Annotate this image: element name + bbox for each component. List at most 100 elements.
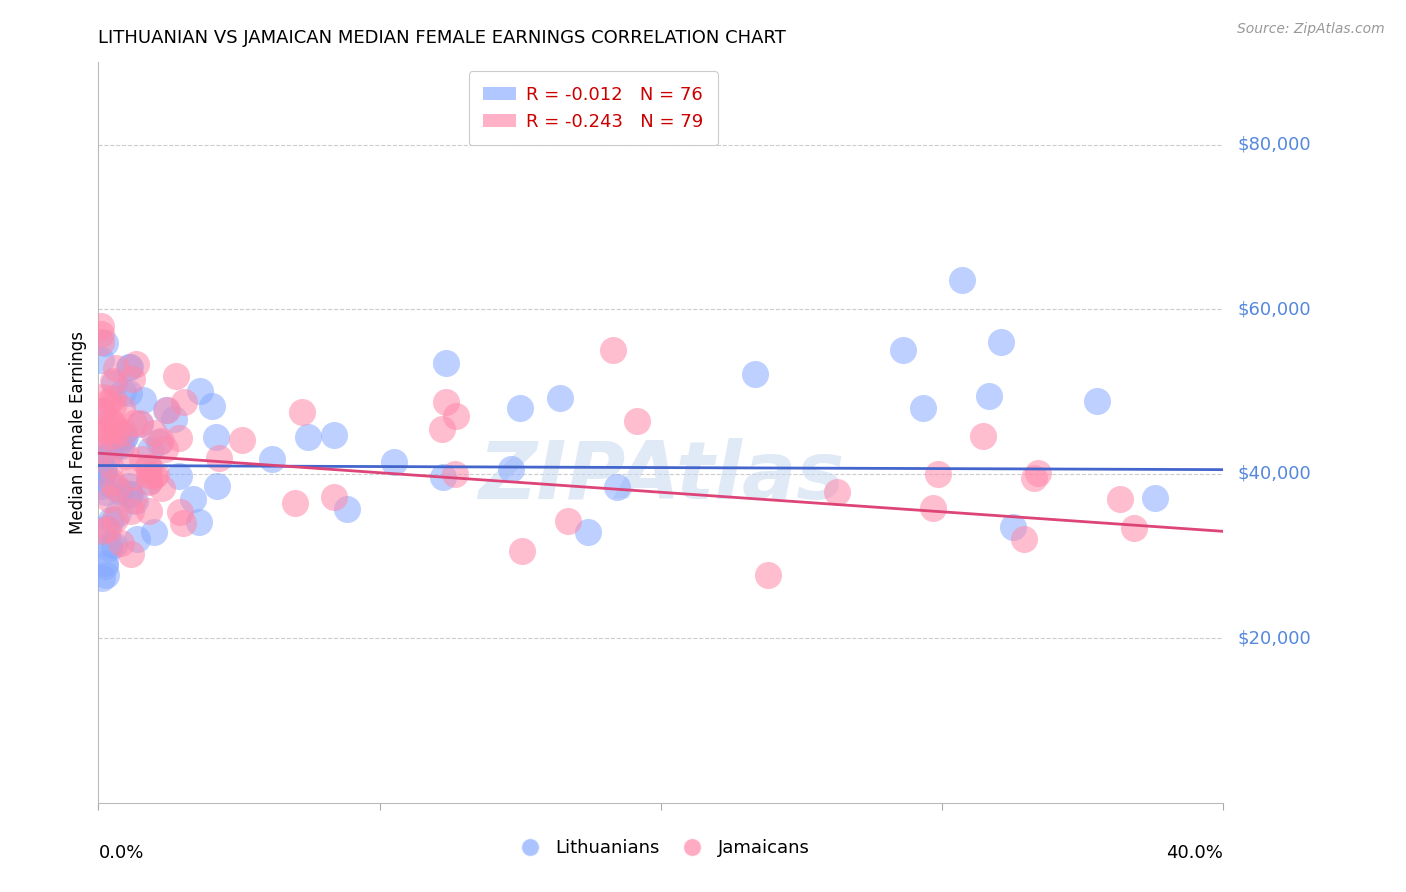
Point — [94, 484, 117, 499]
Point — [115, 449, 138, 463]
Text: $80,000: $80,000 — [1237, 136, 1310, 153]
Point — [98, 458, 121, 473]
Point — [91, 404, 114, 418]
Text: LITHUANIAN VS JAMAICAN MEDIAN FEMALE EARNINGS CORRELATION CHART: LITHUANIAN VS JAMAICAN MEDIAN FEMALE EAR… — [98, 29, 786, 47]
Point — [100, 478, 122, 492]
Point — [163, 412, 186, 426]
Point — [138, 504, 160, 518]
Point — [291, 405, 314, 419]
Point — [122, 492, 145, 507]
Text: ZIPAtlas: ZIPAtlas — [478, 438, 844, 516]
Point — [430, 422, 453, 436]
Point — [101, 400, 124, 414]
Point — [1085, 394, 1108, 409]
Point — [262, 452, 284, 467]
Point — [93, 465, 115, 479]
Point — [921, 501, 943, 516]
Point — [120, 359, 142, 374]
Point — [323, 490, 346, 504]
Point — [100, 414, 122, 428]
Point — [143, 469, 166, 483]
Point — [97, 430, 120, 444]
Point — [100, 475, 122, 489]
Point — [90, 468, 112, 483]
Point — [105, 482, 128, 496]
Point — [1144, 491, 1167, 506]
Point — [155, 402, 177, 417]
Point — [977, 389, 1000, 403]
Point — [284, 496, 307, 510]
Point — [110, 401, 132, 416]
Point — [107, 506, 129, 520]
Point — [112, 425, 135, 439]
Point — [150, 434, 173, 448]
Point — [93, 464, 115, 478]
Point — [606, 480, 628, 494]
Point — [208, 450, 231, 465]
Text: $20,000: $20,000 — [1237, 629, 1310, 648]
Point — [90, 478, 112, 492]
Point — [1001, 519, 1024, 533]
Point — [626, 414, 648, 428]
Point — [138, 475, 160, 489]
Point — [136, 459, 159, 474]
Text: Source: ZipAtlas.com: Source: ZipAtlas.com — [1237, 22, 1385, 37]
Legend: Lithuanians, Jamaicans: Lithuanians, Jamaicans — [505, 831, 817, 864]
Point — [91, 390, 114, 404]
Point — [201, 400, 224, 414]
Point — [97, 424, 120, 438]
Point — [120, 547, 142, 561]
Point — [972, 429, 994, 443]
Point — [104, 427, 127, 442]
Point — [145, 467, 167, 481]
Point — [138, 467, 160, 482]
Point — [90, 457, 112, 471]
Point — [501, 462, 523, 476]
Text: $60,000: $60,000 — [1237, 301, 1310, 318]
Point — [118, 487, 141, 501]
Point — [90, 571, 112, 585]
Point — [336, 502, 359, 516]
Point — [97, 522, 120, 536]
Point — [118, 359, 141, 374]
Point — [94, 557, 117, 571]
Point — [104, 512, 127, 526]
Point — [148, 435, 170, 450]
Point — [93, 465, 115, 479]
Point — [205, 479, 228, 493]
Text: $40,000: $40,000 — [1237, 465, 1310, 483]
Point — [104, 360, 127, 375]
Point — [510, 544, 533, 558]
Point — [297, 430, 319, 444]
Point — [90, 450, 112, 465]
Point — [131, 451, 153, 466]
Point — [94, 521, 117, 535]
Point — [172, 516, 194, 530]
Point — [124, 494, 146, 508]
Point — [169, 468, 191, 483]
Point — [90, 318, 112, 333]
Point — [110, 440, 132, 454]
Point — [112, 431, 135, 445]
Point — [129, 417, 152, 431]
Point — [165, 369, 187, 384]
Point — [155, 442, 177, 456]
Point — [155, 403, 177, 417]
Text: 0.0%: 0.0% — [98, 844, 143, 862]
Point — [143, 425, 166, 440]
Point — [111, 426, 134, 441]
Point — [122, 416, 145, 430]
Text: 40.0%: 40.0% — [1167, 844, 1223, 862]
Point — [118, 479, 141, 493]
Point — [101, 417, 124, 431]
Point — [187, 516, 209, 530]
Point — [167, 431, 190, 445]
Point — [105, 423, 128, 437]
Point — [139, 443, 162, 458]
Point — [90, 524, 112, 539]
Point — [121, 470, 143, 484]
Point — [891, 343, 914, 358]
Point — [114, 429, 136, 443]
Point — [97, 491, 120, 506]
Point — [150, 481, 173, 495]
